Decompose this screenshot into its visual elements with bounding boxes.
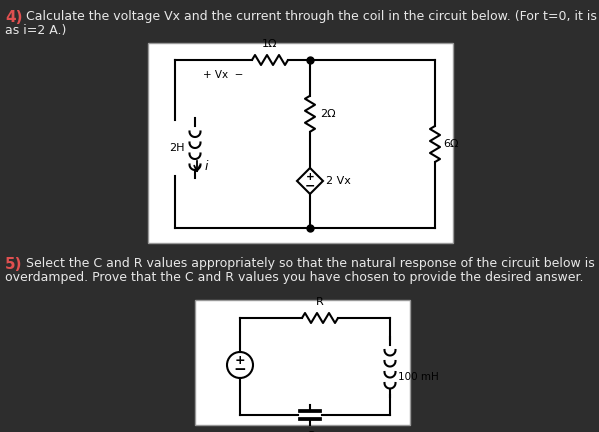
Text: +: + (235, 355, 246, 368)
FancyBboxPatch shape (148, 43, 453, 243)
Text: overdamped. Prove that the C and R values you have chosen to provide the desired: overdamped. Prove that the C and R value… (5, 271, 583, 284)
Text: −: − (305, 179, 315, 193)
Text: 2 Vx: 2 Vx (326, 176, 351, 186)
Text: 100 mH: 100 mH (398, 372, 438, 381)
Text: 4): 4) (5, 10, 23, 25)
Text: Calculate the voltage Vx and the current through the coil in the circuit below. : Calculate the voltage Vx and the current… (26, 10, 599, 23)
Text: 6Ω: 6Ω (443, 139, 458, 149)
Text: as i=2 A.): as i=2 A.) (5, 24, 66, 37)
Text: +: + (305, 172, 314, 182)
Text: + Vx  −: + Vx − (203, 70, 244, 80)
Text: C: C (306, 431, 314, 432)
FancyBboxPatch shape (195, 300, 410, 425)
Text: R: R (316, 297, 324, 307)
Text: −: − (234, 362, 246, 378)
Text: 5): 5) (5, 257, 23, 272)
Text: 1Ω: 1Ω (262, 39, 278, 49)
Text: i: i (205, 161, 208, 174)
Text: 2Ω: 2Ω (320, 109, 335, 119)
Text: 2H: 2H (170, 143, 184, 153)
Text: Select the C and R values appropriately so that the natural response of the circ: Select the C and R values appropriately … (26, 257, 595, 270)
